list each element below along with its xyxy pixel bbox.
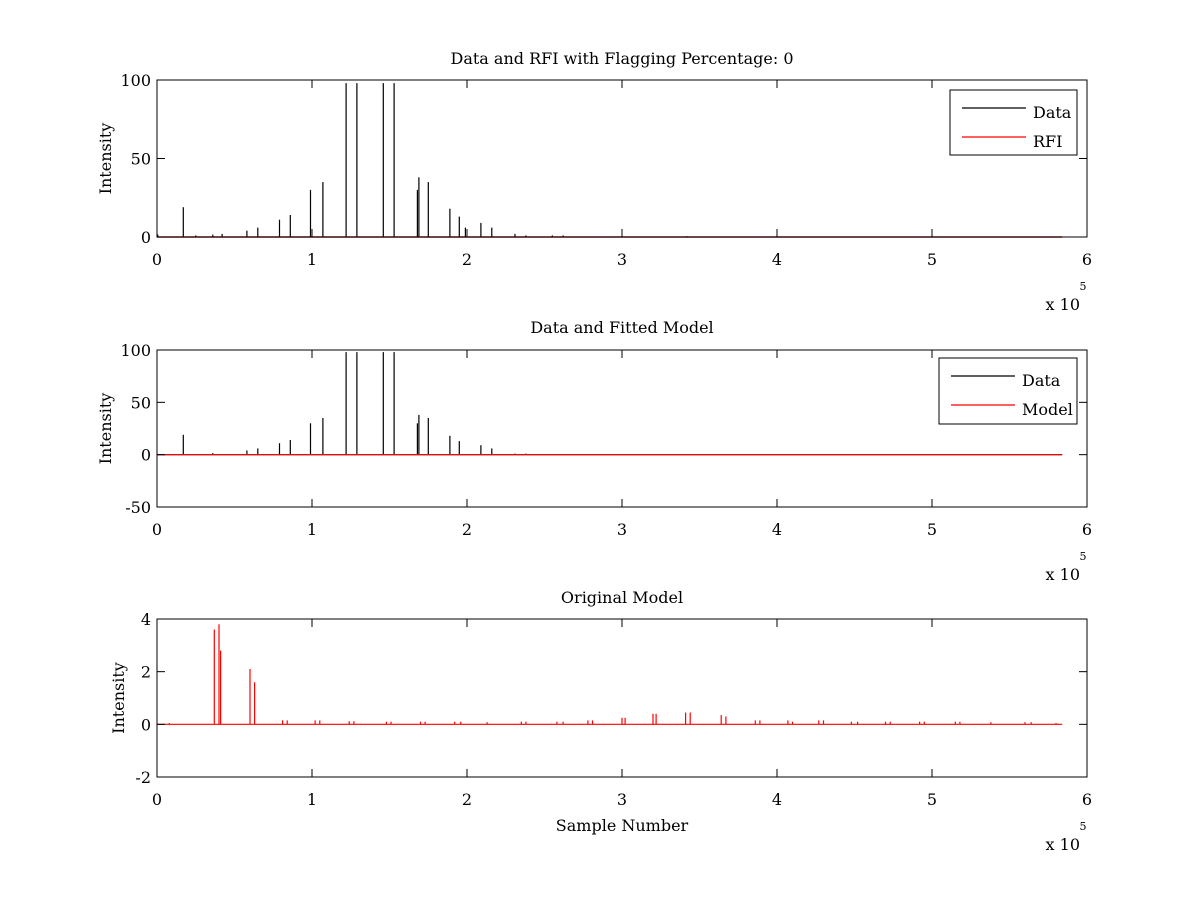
y-axis-label: Intensity bbox=[109, 662, 128, 734]
y-axis-label: Intensity bbox=[96, 123, 115, 195]
y-tick-label: 0 bbox=[141, 715, 151, 734]
legend-entry: Data bbox=[1022, 371, 1061, 390]
y-tick-label: 0 bbox=[141, 228, 151, 247]
series-model bbox=[157, 624, 1063, 725]
y-tick-label: 4 bbox=[141, 610, 151, 629]
plot-area bbox=[157, 352, 1063, 456]
chart-title: Data and RFI with Flagging Percentage: 0 bbox=[450, 49, 793, 68]
x-multiplier-exponent: 5 bbox=[1080, 280, 1087, 293]
legend-entry: Data bbox=[1033, 103, 1072, 122]
y-tick-label: -50 bbox=[125, 498, 151, 517]
chart-title: Original Model bbox=[561, 588, 683, 607]
y-tick-label: 0 bbox=[141, 446, 151, 465]
y-tick-label: 50 bbox=[131, 150, 151, 169]
x-multiplier-label: x 10 bbox=[1046, 835, 1080, 854]
legend-entry: Model bbox=[1022, 400, 1073, 419]
x-axis-label: Sample Number bbox=[556, 816, 689, 835]
x-tick-label: 6 bbox=[1082, 520, 1092, 539]
x-tick-label: 2 bbox=[462, 520, 472, 539]
x-multiplier-exponent: 5 bbox=[1080, 550, 1087, 563]
x-tick-label: 0 bbox=[152, 790, 162, 809]
x-tick-label: 2 bbox=[462, 250, 472, 269]
subplot-1: 0 1 2 3 4 5 6 0 50 100 Data and RFI with Flagging … bbox=[96, 49, 1092, 314]
x-tick-label: 4 bbox=[772, 790, 782, 809]
legend: Data Model bbox=[938, 357, 1078, 425]
y-tick-label: -2 bbox=[135, 768, 151, 787]
x-tick-label: 5 bbox=[927, 790, 937, 809]
x-tick-label: 0 bbox=[152, 520, 162, 539]
plot-area bbox=[157, 624, 1063, 725]
y-tick-label: 2 bbox=[141, 663, 151, 682]
x-tick-label: 0 bbox=[152, 250, 162, 269]
legend-box bbox=[938, 357, 1078, 425]
x-tick-label: 5 bbox=[927, 250, 937, 269]
x-tick-label: 6 bbox=[1082, 250, 1092, 269]
legend: Data RFI bbox=[949, 89, 1078, 156]
x-tick-label: 3 bbox=[617, 790, 627, 809]
x-tick-label: 1 bbox=[307, 520, 317, 539]
x-tick-label: 5 bbox=[927, 520, 937, 539]
x-tick-label: 3 bbox=[617, 250, 627, 269]
x-multiplier-label: x 10 bbox=[1046, 565, 1080, 584]
x-tick-label: 4 bbox=[772, 520, 782, 539]
chart-title: Data and Fitted Model bbox=[530, 318, 713, 337]
x-multiplier-exponent: 5 bbox=[1080, 820, 1087, 833]
legend-box bbox=[949, 89, 1078, 156]
legend-entry: RFI bbox=[1033, 132, 1062, 151]
x-tick-label: 6 bbox=[1082, 790, 1092, 809]
y-tick-label: 100 bbox=[120, 71, 151, 90]
x-tick-label: 3 bbox=[617, 520, 627, 539]
x-multiplier-label: x 10 bbox=[1046, 295, 1080, 314]
y-axis-label: Intensity bbox=[96, 393, 115, 465]
x-tick-label: 4 bbox=[772, 250, 782, 269]
x-tick-label: 1 bbox=[307, 250, 317, 269]
y-tick-label: 100 bbox=[120, 341, 151, 360]
y-tick-label: 50 bbox=[131, 393, 151, 412]
x-tick-label: 2 bbox=[462, 790, 472, 809]
x-tick-label: 1 bbox=[307, 790, 317, 809]
